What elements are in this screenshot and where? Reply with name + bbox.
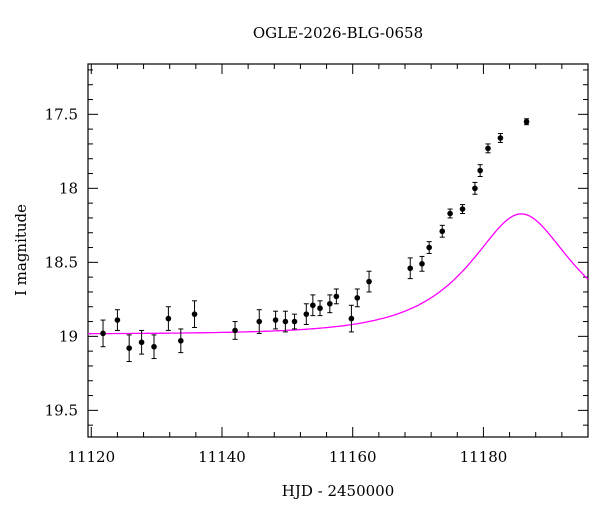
data-point (178, 328, 184, 354)
y-ticks: 17.5 18 18.5 19 19.5 (45, 69, 588, 426)
point-marker (523, 118, 530, 125)
data-point (407, 257, 414, 280)
data-point (523, 118, 530, 126)
point-marker (333, 293, 340, 300)
data-point (317, 300, 323, 317)
point-marker (439, 228, 446, 235)
plot-frame (87, 63, 589, 438)
data-point (303, 303, 310, 326)
x-tick-label: 11180 (460, 448, 508, 466)
data-points (100, 118, 530, 363)
point-marker (178, 337, 184, 344)
point-marker (100, 330, 106, 337)
x-tick-label: 11120 (67, 448, 115, 466)
x-ticks: 11120 11140 11160 11180 (67, 64, 589, 466)
data-point (310, 294, 316, 317)
chart-title: OGLE-2026-BLG-0658 (253, 24, 423, 42)
point-marker (256, 318, 263, 325)
point-marker (407, 265, 414, 272)
data-point (348, 304, 355, 333)
data-point (282, 310, 289, 333)
data-point (459, 204, 466, 214)
point-marker (282, 318, 289, 325)
point-marker (327, 300, 333, 307)
point-marker (348, 315, 355, 322)
data-point (272, 310, 279, 330)
y-axis-label: I magnitude (12, 204, 30, 296)
y-tick-label: 18.5 (45, 253, 78, 271)
data-point (419, 255, 425, 272)
point-marker (303, 311, 310, 317)
point-marker (426, 244, 432, 251)
data-point (477, 164, 483, 177)
data-point (447, 208, 453, 219)
point-marker (291, 318, 298, 325)
point-marker (114, 317, 121, 323)
data-point (151, 334, 157, 360)
point-marker (477, 167, 483, 174)
y-tick-label: 18 (59, 179, 78, 197)
data-point (291, 313, 298, 330)
data-point (485, 143, 491, 154)
x-tick-label: 11140 (198, 448, 246, 466)
data-point (333, 288, 340, 305)
data-point (100, 319, 106, 348)
point-marker (126, 345, 132, 351)
point-marker (497, 135, 504, 141)
data-point (439, 224, 446, 238)
point-marker (272, 317, 279, 323)
data-point (426, 241, 432, 254)
point-marker (151, 343, 157, 350)
point-marker (310, 302, 316, 309)
point-marker (232, 327, 238, 334)
data-point (327, 294, 333, 314)
data-point (232, 321, 238, 340)
model-curve-group (88, 213, 589, 335)
data-point (126, 334, 132, 363)
data-point (366, 270, 372, 293)
point-marker (138, 339, 145, 346)
data-point (165, 306, 172, 331)
point-marker (165, 315, 172, 322)
point-marker (354, 295, 361, 301)
point-marker (317, 305, 323, 312)
point-marker (191, 311, 198, 317)
data-point (114, 309, 121, 331)
point-marker (419, 261, 425, 267)
point-marker (459, 206, 466, 212)
model-curve (88, 213, 589, 335)
x-tick-label: 11160 (329, 448, 377, 466)
y-tick-label: 17.5 (45, 105, 78, 123)
data-point (497, 133, 504, 143)
data-point (191, 300, 198, 328)
point-marker (485, 145, 491, 152)
y-tick-label: 19 (59, 327, 78, 345)
x-axis-label: HJD - 2450000 (282, 482, 395, 500)
point-marker (472, 185, 478, 192)
y-tick-label: 19.5 (45, 401, 78, 419)
point-marker (447, 210, 453, 217)
data-point (472, 181, 478, 195)
point-marker (366, 278, 372, 285)
data-point (354, 288, 361, 308)
data-point (138, 329, 145, 355)
data-point (256, 309, 263, 334)
